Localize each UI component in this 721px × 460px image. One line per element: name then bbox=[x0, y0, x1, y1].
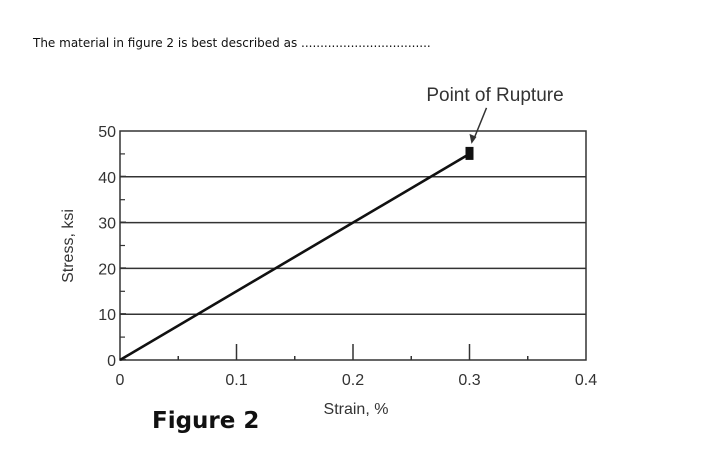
annotation-arrow-line bbox=[472, 107, 488, 141]
stress-strain-line bbox=[119, 152, 471, 362]
question-text: The material in figure 2 is best describ… bbox=[33, 36, 431, 50]
x-axis-title: Strain, % bbox=[324, 401, 389, 418]
x-tick-label: 0.2 bbox=[342, 372, 364, 389]
x-tick-labels: 0 0.1 0.2 0.3 0.4 bbox=[116, 372, 598, 389]
y-axis-title: Stress, ksi bbox=[60, 209, 77, 283]
annotation-label: Point of Rupture bbox=[426, 85, 563, 106]
annotations: Point of Rupture bbox=[426, 85, 564, 160]
series bbox=[119, 152, 471, 362]
x-tick-label: 0.3 bbox=[458, 372, 480, 389]
grid-lines bbox=[120, 176, 586, 315]
annotation-arrowhead bbox=[469, 133, 477, 144]
figure-label: Figure 2 bbox=[152, 408, 260, 434]
y-tick-label: 20 bbox=[98, 261, 116, 278]
minor-ticks bbox=[120, 153, 529, 361]
y-tick-label: 10 bbox=[98, 307, 116, 324]
y-tick-label: 0 bbox=[107, 353, 116, 370]
x-tick-label: 0 bbox=[116, 372, 125, 389]
x-tick-label: 0.4 bbox=[575, 372, 597, 389]
plot-frame bbox=[119, 130, 587, 361]
y-tick-label: 50 bbox=[98, 124, 116, 141]
x-tick-label: 0.1 bbox=[225, 372, 247, 389]
rupture-point-marker bbox=[465, 146, 474, 160]
y-tick-label: 40 bbox=[98, 170, 116, 187]
y-tick-label: 30 bbox=[98, 216, 116, 233]
y-tick-labels: 0 10 20 30 40 50 bbox=[98, 124, 116, 370]
